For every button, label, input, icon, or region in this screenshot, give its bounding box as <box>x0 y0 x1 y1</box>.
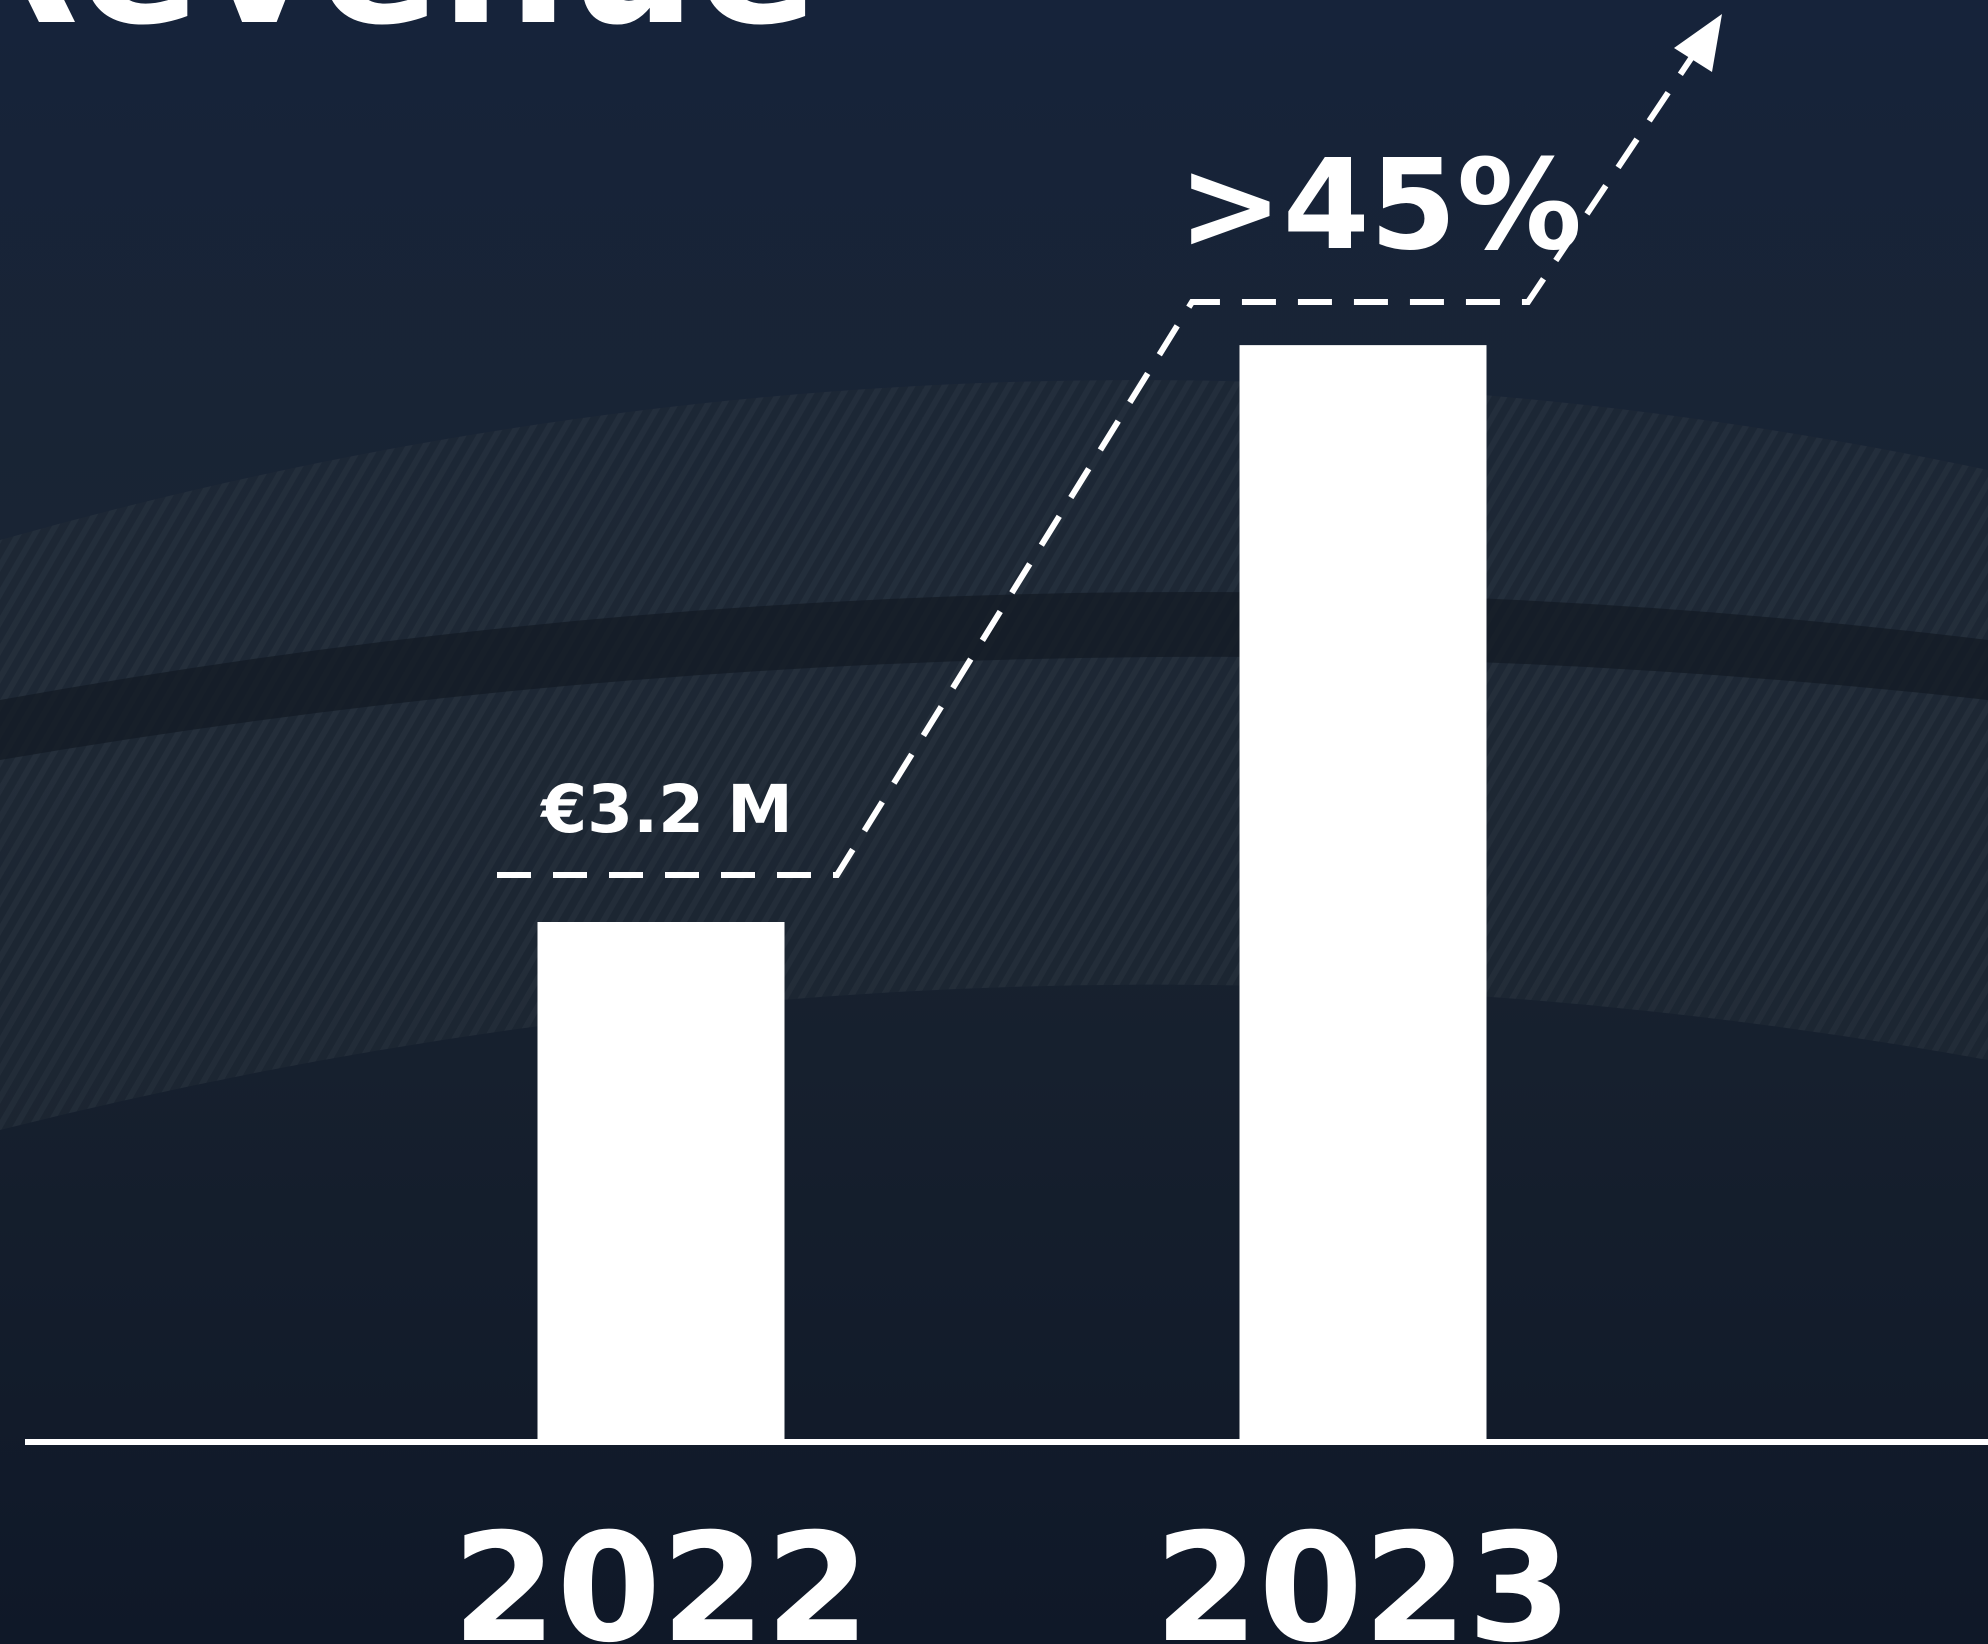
background-band <box>0 592 1988 760</box>
bar <box>1239 345 1487 1442</box>
trend-arrow <box>497 43 1703 878</box>
arrow-head <box>1674 14 1722 72</box>
annotation: >45% <box>1178 133 1582 278</box>
x-tick-label: 2022 <box>452 1502 869 1644</box>
x-tick-label: 2023 <box>1154 1502 1571 1644</box>
chart-title: Revenue <box>0 0 818 65</box>
value-label: €3.2 M <box>539 771 793 848</box>
background-building <box>0 380 1988 1130</box>
bar <box>537 922 785 1442</box>
